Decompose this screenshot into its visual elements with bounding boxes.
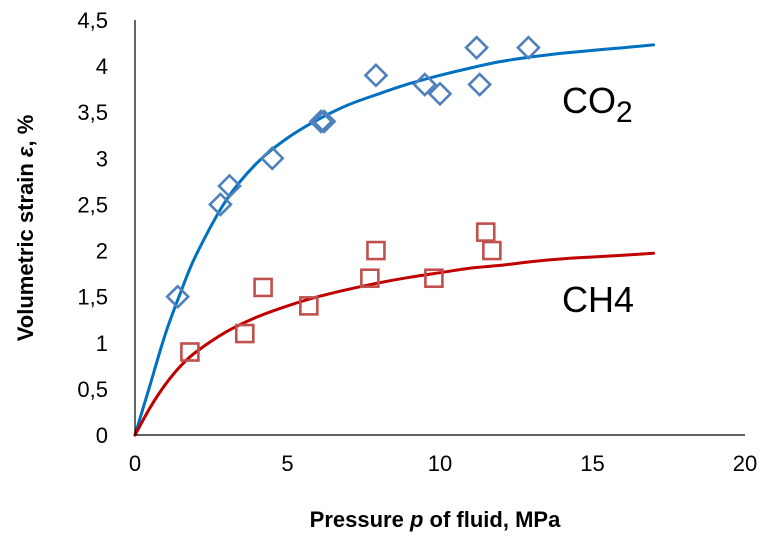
data-point-co2	[259, 145, 285, 171]
x-axis-title-pre: Pressure	[310, 507, 410, 532]
y-tick-labels: 0 0,5 1 1,5 2 2,5 3 3,5 4 4,5	[77, 8, 108, 448]
series-label-co2: CO2	[562, 80, 633, 129]
data-point-ch4	[482, 240, 502, 261]
y-tick-label: 0	[96, 423, 108, 448]
x-axis-title: Pressure p of fluid, MPa	[310, 507, 561, 532]
data-markers	[165, 35, 541, 362]
data-point-co2	[427, 81, 453, 107]
y-tick-label: 3	[96, 146, 108, 171]
y-axis-title-var: ε	[13, 146, 38, 157]
data-point-co2	[464, 35, 489, 61]
x-tick-label: 15	[580, 451, 604, 476]
x-tick-label: 0	[129, 451, 141, 476]
y-axis-title-post: , %	[13, 115, 38, 147]
data-point-ch4	[424, 268, 444, 289]
series-label-co2-sub: 2	[616, 96, 633, 129]
y-tick-label: 4	[96, 54, 108, 79]
series-label-co2-main: CO	[562, 80, 616, 121]
y-tick-label: 1	[96, 331, 108, 356]
x-tick-label: 10	[428, 451, 452, 476]
data-point-co2	[308, 109, 334, 134]
x-axis-title-post: of fluid, MPa	[423, 507, 561, 532]
y-tick-label: 4,5	[77, 8, 108, 33]
data-point-ch4	[299, 296, 319, 316]
x-tick-label: 5	[281, 451, 293, 476]
y-tick-label: 0,5	[77, 377, 108, 402]
y-tick-label: 2,5	[77, 192, 108, 217]
x-tick-label: 20	[733, 451, 757, 476]
data-point-ch4	[235, 323, 255, 344]
x-axis-title-var: p	[409, 507, 423, 532]
data-point-co2	[516, 35, 541, 61]
y-tick-label: 2	[96, 239, 108, 264]
data-point-co2	[208, 192, 233, 217]
data-point-co2	[165, 284, 191, 310]
y-axis-title: Volumetric strain ε, %	[13, 115, 38, 342]
y-tick-label: 3,5	[77, 100, 108, 125]
data-point-ch4	[366, 240, 386, 261]
data-point-co2	[311, 109, 337, 134]
y-tick-label: 1,5	[77, 285, 108, 310]
data-point-co2	[217, 173, 242, 199]
data-point-co2	[363, 62, 389, 88]
data-point-co2	[467, 72, 492, 97]
data-point-ch4	[360, 268, 380, 289]
data-point-co2	[412, 72, 438, 97]
series-label-ch4: CH4	[562, 279, 634, 320]
data-point-ch4	[253, 277, 273, 298]
data-point-ch4	[180, 342, 200, 362]
axes	[134, 20, 745, 436]
y-axis-title-pre: Volumetric strain	[13, 157, 38, 341]
data-point-ch4	[475, 222, 496, 242]
x-tick-labels: 0 5 10 15 20	[129, 451, 757, 476]
